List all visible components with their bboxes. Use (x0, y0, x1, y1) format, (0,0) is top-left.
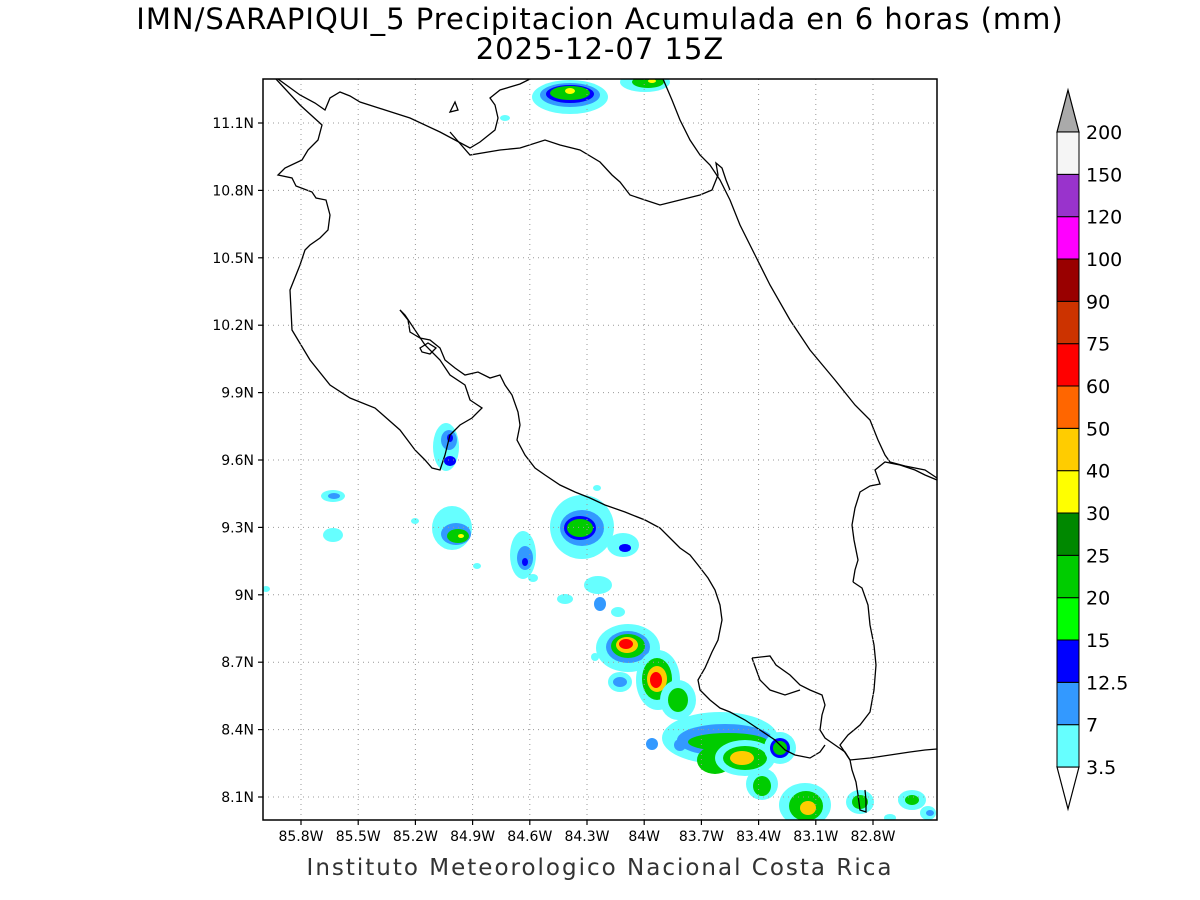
colorbar-level-label: 12.5 (1086, 672, 1128, 694)
lat-tick-label: 8.1N (221, 790, 254, 806)
colorbar-level-label: 100 (1086, 249, 1122, 271)
map-frame (262, 78, 938, 821)
island-2 (419, 342, 438, 355)
precip-cell-sanjose (550, 495, 639, 559)
lon-tick-label: 85.5W (336, 829, 381, 845)
colorbar-swatch (1056, 300, 1080, 345)
colorbar-level-label: 7 (1086, 715, 1098, 737)
precip-cell-north-2 (620, 79, 670, 92)
golfito-inner (751, 657, 801, 696)
latitude-axis: 11.1N 10.8N 10.5N 10.2N 9.9N 9.6N 9.3N 9N 8.7N 8.… (212, 116, 263, 806)
colorbar-swatch (1056, 216, 1080, 260)
colorbar-under-triangle (1056, 766, 1080, 812)
precip-cell-tempisque (433, 423, 459, 471)
lon-tick-label: 84.6W (507, 829, 552, 845)
colorbar-level-label: 15 (1086, 630, 1110, 652)
nicaragua-lake-shore (275, 79, 484, 471)
colorbar-swatch (1056, 554, 1080, 599)
lat-tick-label: 8.4N (221, 723, 254, 739)
colorbar-level-label: 120 (1086, 207, 1122, 229)
map-title: IMN/SARAPIQUI_5 Precipitacion Acumulada … (136, 2, 1064, 36)
precip-cell-north-1 (532, 80, 608, 114)
precipitation-field (263, 79, 936, 820)
colorbar-level-label: 50 (1086, 418, 1110, 440)
colorbar-level-label: 200 (1086, 122, 1122, 144)
lon-tick-label: 83.4W (736, 829, 781, 845)
colorbar-level-label: 60 (1086, 376, 1110, 398)
colorbar-swatch (1056, 385, 1080, 429)
colorbar-swatch (1056, 173, 1080, 218)
colorbar-swatch (1056, 343, 1080, 387)
colorbar-level-label: 40 (1086, 461, 1110, 483)
colorbar-legend: 3.5 7 12.5 15 20 25 30 40 50 60 75 90 100 120 150 200 (1056, 87, 1128, 812)
colorbar-swatch (1056, 470, 1080, 514)
colorbar-swatch (1056, 258, 1080, 302)
lat-tick-label: 10.8N (212, 183, 254, 199)
lat-tick-label: 10.2N (212, 318, 254, 334)
footer-credit: Instituto Meteorologico Nacional Costa R… (306, 855, 894, 881)
san-juan-river (449, 131, 731, 206)
colorbar-swatch (1056, 427, 1080, 472)
precip-cell-central (510, 531, 538, 582)
map-datetime: 2025-12-07 15Z (475, 32, 725, 66)
lat-tick-label: 8.7N (221, 655, 254, 671)
colorbar-swatch (1056, 639, 1080, 683)
lon-tick-label: 82.8W (850, 829, 895, 845)
colorbar-level-label: 30 (1086, 503, 1110, 525)
colorbar-level-label: 90 (1086, 291, 1110, 313)
lon-tick-label: 84.3W (564, 829, 609, 845)
lon-tick-label: 84.9W (450, 829, 495, 845)
colorbar-swatch (1056, 512, 1080, 556)
lon-tick-label: 84W (628, 829, 660, 845)
lat-tick-label: 9.3N (221, 520, 254, 536)
panama-border-coast (851, 461, 937, 583)
colorbar-swatch (1056, 131, 1080, 175)
lat-tick-label: 9.9N (221, 386, 254, 402)
colorbar-level-label: 150 (1086, 164, 1122, 186)
colorbar-swatch (1056, 724, 1080, 768)
colorbar-swatch (1056, 597, 1080, 641)
osa-gulf (751, 655, 867, 813)
caribbean-coast (662, 79, 937, 479)
lon-tick-label: 83.1W (793, 829, 838, 845)
lon-tick-label: 83.7W (679, 829, 724, 845)
colorbar-over-triangle (1056, 87, 1080, 133)
colorbar-level-label: 75 (1086, 334, 1110, 356)
precip-band-south-pacific (557, 576, 936, 820)
colorbar-level-label: 3.5 (1086, 757, 1116, 779)
precip-cell-nicoya (432, 506, 472, 550)
island-1 (448, 100, 459, 113)
colorbar-level-label: 25 (1086, 545, 1110, 567)
longitude-axis: 85.8W 85.5W 85.2W 84.9W 84.6W 84.3W 84W 83.7W 83… (278, 820, 896, 845)
panama-south-coast (839, 581, 937, 761)
coastlines (275, 79, 937, 813)
pacific-coast-central (399, 309, 826, 759)
lat-tick-label: 10.5N (212, 251, 254, 267)
lat-tick-label: 9.6N (221, 453, 254, 469)
lon-tick-label: 85.8W (278, 829, 323, 845)
colorbar-level-label: 20 (1086, 588, 1110, 610)
lat-tick-label: 11.1N (212, 116, 254, 132)
colorbar-swatch (1056, 681, 1080, 726)
nicaragua-north-coast (277, 79, 531, 149)
lat-tick-label: 9N (235, 588, 254, 604)
lon-tick-label: 85.2W (393, 829, 438, 845)
lat-lon-grid (263, 79, 937, 820)
